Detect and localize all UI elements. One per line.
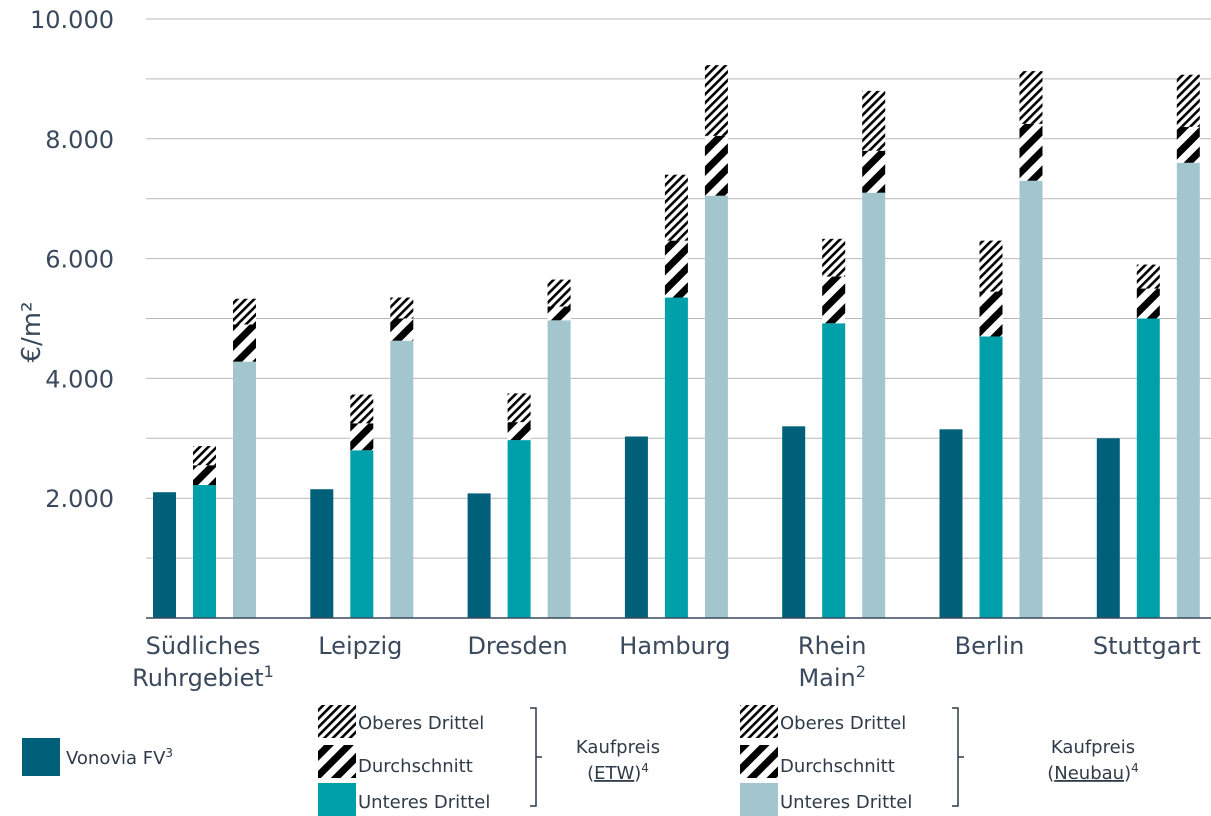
bar-etw-unteres — [822, 323, 846, 618]
bar-etw-durchschnitt — [507, 422, 531, 441]
x-tick-label: Hamburg — [619, 632, 730, 660]
bar-neubau-oberes — [862, 90, 886, 151]
bar-neubau-unteres — [233, 361, 256, 618]
bar-neubau-oberes — [704, 65, 728, 136]
legend-swatch-etw-unteres — [318, 783, 356, 816]
bar-neubau-unteres — [1176, 162, 1200, 618]
bar-etw-unteres — [979, 336, 1003, 618]
bar-vonovia — [310, 489, 334, 618]
x-tick-label: Stuttgart — [1093, 632, 1201, 660]
legend-group-subtitle-etw: (ETW)4 — [587, 761, 649, 784]
bar-neubau-oberes — [1176, 74, 1200, 127]
x-tick-label: Berlin — [955, 632, 1025, 660]
bar-etw-durchschnitt — [664, 240, 688, 298]
bar-layer — [153, 65, 1200, 619]
bar-etw-oberes — [350, 394, 374, 424]
legend-bracket-etw — [530, 707, 542, 807]
bar-etw-oberes — [822, 238, 846, 277]
bar-etw-unteres — [193, 485, 216, 618]
legend-sup-vonovia: 3 — [165, 746, 173, 760]
legend-swatch-etw-oberes — [318, 705, 356, 738]
bar-neubau-unteres — [390, 340, 414, 618]
bar-neubau-unteres — [1019, 180, 1043, 619]
bar-neubau-oberes — [547, 279, 571, 307]
bar-neubau-durchschnitt — [390, 318, 414, 341]
bar-etw-oberes — [1136, 264, 1160, 289]
bar-vonovia — [467, 493, 491, 618]
legend: Vonovia FV3 Oberes Drittel Durchschnitt … — [22, 705, 1139, 816]
legend-label-neubau-durchschnitt: Durchschnitt — [780, 756, 895, 777]
bar-vonovia — [624, 436, 648, 618]
legend-group-title-etw: Kaufpreis — [576, 737, 660, 758]
bar-neubau-oberes — [233, 298, 256, 325]
bar-neubau-durchschnitt — [1176, 126, 1200, 163]
y-tick-label: 8.000 — [45, 126, 114, 154]
x-tick-label-line2: Main2 — [798, 662, 865, 692]
legend-swatch-etw-durchschnitt — [318, 745, 356, 778]
bar-etw-unteres — [507, 440, 531, 618]
bar-etw-durchschnitt — [822, 276, 846, 324]
x-tick-label: Dresden — [467, 632, 567, 660]
bar-vonovia — [153, 492, 176, 618]
bar-neubau-unteres — [704, 195, 728, 618]
bar-etw-oberes — [193, 446, 216, 466]
x-tick-label: Südliches — [146, 632, 261, 660]
bar-neubau-durchschnitt — [547, 306, 571, 321]
legend-label-vonovia: Vonovia FV3 — [66, 746, 173, 769]
x-tick-label: Rhein — [798, 632, 867, 660]
legend-swatch-vonovia — [22, 738, 60, 776]
legend-group-word-neubau: Neubau — [1054, 763, 1124, 784]
legend-swatch-neubau-unteres — [740, 783, 778, 816]
bar-neubau-durchschnitt — [233, 324, 256, 362]
legend-label-etw-durchschnitt: Durchschnitt — [358, 756, 473, 777]
bar-etw-durchschnitt — [1136, 288, 1160, 319]
bar-neubau-durchschnitt — [704, 135, 728, 196]
bar-etw-unteres — [350, 450, 374, 618]
bar-etw-durchschnitt — [350, 423, 374, 451]
legend-group-subtitle-neubau: (Neubau)4 — [1047, 761, 1139, 784]
bar-neubau-unteres — [547, 320, 571, 618]
bar-neubau-durchschnitt — [1019, 123, 1043, 181]
legend-label-etw-oberes: Oberes Drittel — [358, 713, 484, 734]
bar-vonovia — [1096, 438, 1120, 618]
bar-etw-oberes — [664, 174, 688, 241]
bar-vonovia — [939, 429, 963, 618]
legend-swatch-neubau-durchschnitt — [740, 745, 778, 778]
y-axis-label: €/m² — [17, 301, 47, 362]
bar-etw-unteres — [1136, 318, 1160, 618]
legend-label-neubau-oberes: Oberes Drittel — [780, 713, 906, 734]
legend-group-word-etw: ETW — [594, 763, 634, 784]
x-tick-label-line2: Ruhrgebiet1 — [132, 662, 274, 692]
bar-neubau-oberes — [1019, 71, 1043, 124]
y-tick-label: 4.000 — [45, 365, 114, 393]
legend-swatch-neubau-oberes — [740, 705, 778, 738]
y-tick-label: 6.000 — [45, 246, 114, 274]
bar-neubau-oberes — [390, 297, 414, 319]
bar-etw-oberes — [507, 393, 531, 423]
legend-label-etw-unteres: Unteres Drittel — [358, 792, 490, 813]
axis-layer: 2.000 4.000 6.000 8.000 10.000 SüdlichesRuhrg… — [30, 6, 1211, 692]
x-tick-label: Leipzig — [318, 632, 402, 660]
bar-etw-oberes — [979, 240, 1003, 292]
bar-etw-durchschnitt — [193, 465, 216, 486]
bar-neubau-durchschnitt — [862, 150, 886, 193]
bar-neubau-unteres — [862, 192, 886, 618]
legend-bracket-neubau — [952, 707, 964, 807]
y-tick-label: 2.000 — [45, 485, 114, 513]
legend-group-title-neubau: Kaufpreis — [1051, 737, 1135, 758]
y-tick-label: 10.000 — [30, 6, 114, 34]
legend-label-neubau-unteres: Unteres Drittel — [780, 792, 912, 813]
bar-vonovia — [782, 426, 806, 618]
bar-etw-durchschnitt — [979, 291, 1003, 337]
bar-etw-unteres — [664, 297, 688, 618]
